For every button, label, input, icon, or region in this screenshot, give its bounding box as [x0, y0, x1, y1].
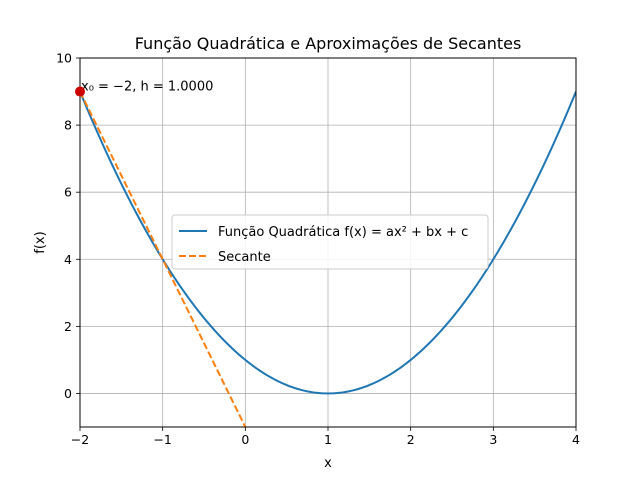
point-annotation: x₀ = −2, h = 1.0000	[81, 80, 213, 95]
ticks: −2 −1 0 1 2 3 4 0 2 4 6 8 10	[56, 51, 580, 448]
y-tick-label: 6	[64, 185, 72, 200]
legend-entry-secant-label: Secante	[218, 250, 271, 265]
x-tick-label: 1	[324, 432, 332, 447]
x-tick-label: −2	[71, 432, 89, 447]
y-tick-label: 4	[64, 252, 72, 267]
legend-box	[171, 214, 489, 270]
plot-area	[80, 91, 576, 427]
x-tick-label: 2	[407, 432, 415, 447]
x-tick-label: 0	[241, 432, 249, 447]
x-axis-label: x	[324, 456, 332, 471]
y-tick-label: 10	[56, 51, 72, 66]
highlight-point	[75, 86, 85, 97]
x-tick-label: 3	[489, 432, 497, 447]
legend: Função Quadrática f(x) = ax² + bx + c Sec…	[171, 214, 489, 270]
x-tick-label: 4	[572, 432, 580, 447]
series-secant-line	[80, 91, 247, 427]
y-tick-label: 8	[64, 118, 72, 133]
y-tick-label: 0	[64, 386, 72, 401]
legend-entry-quadratic-label: Função Quadrática f(x) = ax² + bx + c	[218, 225, 468, 240]
y-tick-label: 2	[64, 319, 72, 334]
y-axis-label: f(x)	[33, 231, 48, 253]
chart-title: Função Quadrática e Aproximações de Seca…	[135, 34, 522, 53]
x-tick-label: −1	[153, 432, 171, 447]
